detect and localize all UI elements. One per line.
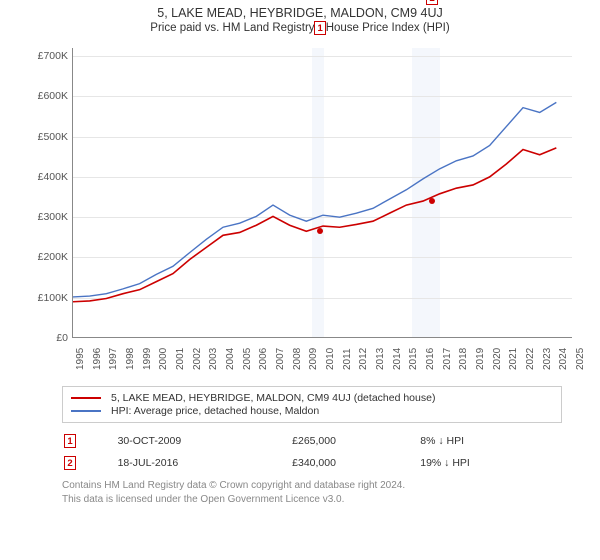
txn-date: 18-JUL-2016	[118, 453, 291, 473]
attribution-line: This data is licensed under the Open Gov…	[62, 493, 562, 507]
x-tick-label: 2002	[192, 348, 203, 370]
marker-dot	[317, 228, 323, 234]
x-tick-label: 2018	[458, 348, 469, 370]
chart-card: 5, LAKE MEAD, HEYBRIDGE, MALDON, CM9 4UJ…	[0, 0, 600, 560]
x-tick-label: 2014	[392, 348, 403, 370]
txn-delta: 19% ↓ HPI	[420, 453, 560, 473]
legend-row: 5, LAKE MEAD, HEYBRIDGE, MALDON, CM9 4UJ…	[71, 392, 553, 404]
txn-price: £265,000	[292, 431, 418, 451]
x-tick-label: 2004	[225, 348, 236, 370]
x-tick-label: 2003	[208, 348, 219, 370]
series-line-price_paid	[73, 148, 556, 302]
x-tick-label: 2008	[292, 348, 303, 370]
legend-label: 5, LAKE MEAD, HEYBRIDGE, MALDON, CM9 4UJ…	[111, 392, 435, 404]
series-line-hpi	[73, 102, 556, 297]
marker-flag: 1	[314, 21, 326, 35]
y-tick-label: £500K	[20, 131, 68, 143]
x-tick-label: 2020	[492, 348, 503, 370]
x-tick-label: 2011	[342, 348, 353, 370]
marker-flag: 2	[426, 0, 438, 5]
y-tick-label: £600K	[20, 90, 68, 102]
attribution-line: Contains HM Land Registry data © Crown c…	[62, 479, 562, 493]
x-tick-label: 2016	[425, 348, 436, 370]
txn-date: 30-OCT-2009	[118, 431, 291, 451]
legend-swatch	[71, 410, 101, 412]
x-tick-label: 2025	[575, 348, 586, 370]
x-tick-label: 2017	[442, 348, 453, 370]
y-tick-label: £400K	[20, 171, 68, 183]
page-title: 5, LAKE MEAD, HEYBRIDGE, MALDON, CM9 4UJ	[10, 6, 590, 20]
legend-swatch	[71, 397, 101, 399]
x-tick-label: 2021	[508, 348, 519, 370]
chart-lines	[73, 48, 573, 338]
x-tick-label: 2024	[558, 348, 569, 370]
legend-label: HPI: Average price, detached house, Mald…	[111, 405, 319, 417]
x-tick-label: 2000	[158, 348, 169, 370]
x-tick-label: 2009	[308, 348, 319, 370]
x-tick-label: 2010	[325, 348, 336, 370]
y-tick-label: £100K	[20, 292, 68, 304]
legend: 5, LAKE MEAD, HEYBRIDGE, MALDON, CM9 4UJ…	[62, 386, 562, 423]
x-tick-label: 1996	[92, 348, 103, 370]
x-tick-label: 2022	[525, 348, 536, 370]
txn-price: £340,000	[292, 453, 418, 473]
x-tick-label: 2005	[242, 348, 253, 370]
marker-flag: 1	[64, 434, 76, 448]
txn-delta: 8% ↓ HPI	[420, 431, 560, 451]
x-tick-label: 2006	[258, 348, 269, 370]
y-tick-label: £200K	[20, 251, 68, 263]
x-tick-label: 2012	[358, 348, 369, 370]
x-tick-label: 2023	[542, 348, 553, 370]
transaction-row: 2 18-JUL-2016£340,00019% ↓ HPI	[64, 453, 560, 473]
attribution: Contains HM Land Registry data © Crown c…	[62, 479, 562, 506]
x-tick-label: 2001	[175, 348, 186, 370]
x-tick-label: 1999	[142, 348, 153, 370]
y-tick-label: £700K	[20, 50, 68, 62]
x-tick-label: 1995	[75, 348, 86, 370]
x-tick-label: 2007	[275, 348, 286, 370]
transaction-row: 1 30-OCT-2009£265,0008% ↓ HPI	[64, 431, 560, 451]
x-tick-label: 2019	[475, 348, 486, 370]
transactions-table: 1 30-OCT-2009£265,0008% ↓ HPI 2 18-JUL-2016…	[62, 429, 562, 475]
x-tick-label: 1997	[108, 348, 119, 370]
marker-dot	[429, 198, 435, 204]
marker-flag: 2	[64, 456, 76, 470]
y-tick-label: £300K	[20, 211, 68, 223]
x-tick-label: 2013	[375, 348, 386, 370]
y-tick-label: £0	[20, 332, 68, 344]
chart-area: £0 £100K £200K £300K £400K £500K £600K £700K 12…	[20, 40, 580, 380]
legend-row: HPI: Average price, detached house, Mald…	[71, 405, 553, 417]
x-tick-label: 1998	[125, 348, 136, 370]
page-subtitle: Price paid vs. HM Land Registry's House …	[10, 22, 590, 34]
x-tick-label: 2015	[408, 348, 419, 370]
plot-box: 12	[72, 48, 572, 338]
